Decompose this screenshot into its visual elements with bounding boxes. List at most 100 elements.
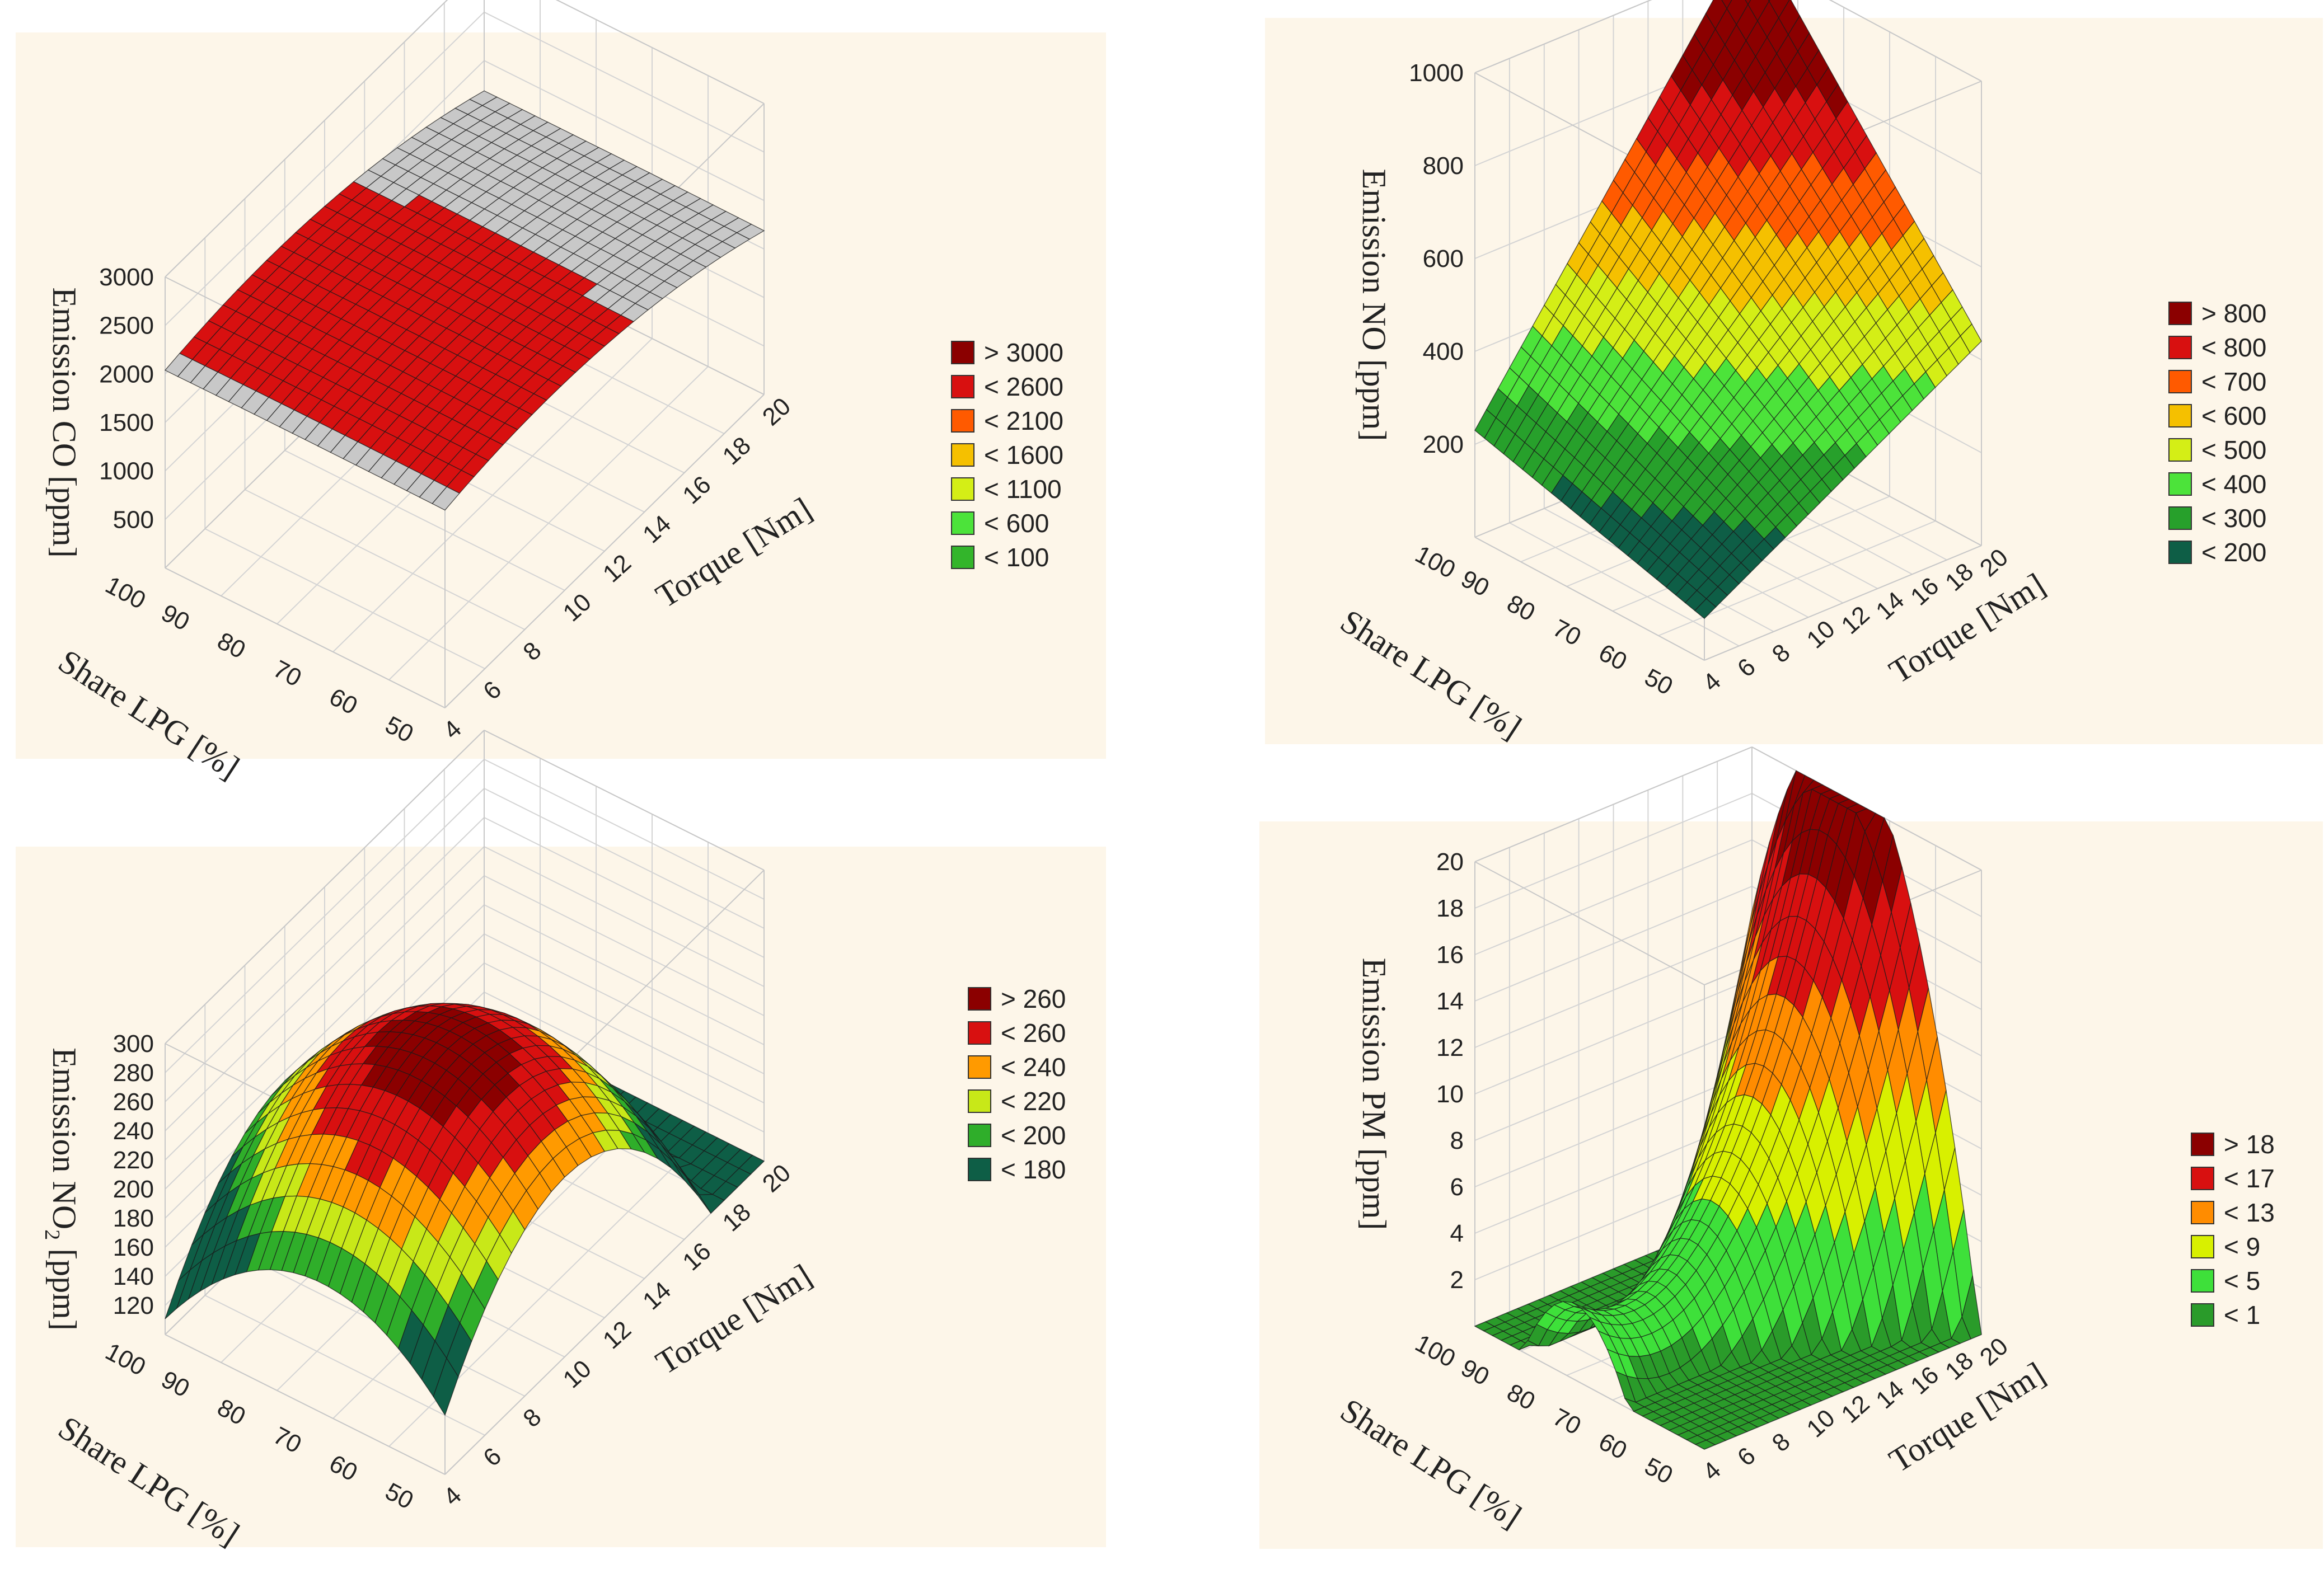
z-axis-title: Emission NO [ppm] (1356, 169, 1393, 441)
z-tick-label: 8 (1450, 1127, 1464, 1154)
z-tick-label: 2500 (99, 312, 154, 340)
legend: > 800 < 800 < 700 < 600 < 500 < 400 < 300 < 200 (2168, 299, 2266, 567)
z-tick-label: 6 (1450, 1173, 1464, 1201)
legend-label: > 260 (1001, 984, 1066, 1013)
legend-swatch (968, 1021, 991, 1045)
legend-label: < 9 (2224, 1232, 2260, 1261)
legend-label: < 200 (1001, 1121, 1066, 1150)
surface-mesh (165, 1003, 765, 1416)
chart-panel-no-emission: 4 6 8 1012141618205060708090100200400600800… (1265, 0, 2323, 746)
z-tick-label: 240 (113, 1117, 154, 1145)
legend-swatch (2168, 370, 2192, 393)
legend-swatch (2191, 1235, 2214, 1258)
z-tick-label: 140 (113, 1263, 154, 1290)
legend-label: < 5 (2224, 1266, 2260, 1295)
legend-swatch (2191, 1133, 2214, 1156)
legend-swatch (2168, 404, 2192, 428)
legend-swatch (2191, 1303, 2214, 1327)
legend-label: < 1600 (984, 440, 1063, 469)
z-tick-label: 3000 (99, 264, 154, 291)
legend-swatch (2191, 1269, 2214, 1293)
z-tick-label: 12 (1436, 1034, 1464, 1061)
legend-swatch (951, 443, 974, 467)
chart-panel-no2-emission: 4681012141618205060708090100120140160180… (16, 730, 1106, 1553)
legend-swatch (968, 1124, 991, 1147)
z-tick-label: 300 (113, 1030, 154, 1058)
z-tick-label: 14 (1436, 988, 1464, 1015)
z-tick-label: 20 (1436, 848, 1464, 876)
legend-swatch (2168, 541, 2192, 564)
legend-swatch (2168, 472, 2192, 496)
legend-label: < 500 (2201, 435, 2266, 464)
z-axis-title: Emission CO [ppm] (46, 287, 83, 557)
z-tick-label: 200 (1423, 431, 1464, 458)
legend-swatch (2168, 336, 2192, 359)
z-tick-label: 1000 (1409, 59, 1464, 87)
z-tick-label: 4 (1450, 1220, 1464, 1247)
legend-label: < 1 (2224, 1300, 2260, 1330)
z-axis-title: Emission PM [ppm] (1356, 958, 1393, 1230)
surface-mesh (1474, 770, 1982, 1450)
surface-cell (432, 486, 460, 511)
z-tick-label: 18 (1436, 895, 1464, 922)
legend-label: < 800 (2201, 333, 2266, 362)
legend-swatch (951, 375, 974, 398)
z-tick-label: 10 (1436, 1081, 1464, 1108)
legend-label: < 300 (2201, 504, 2266, 533)
z-tick-label: 16 (1436, 941, 1464, 969)
legend-label: < 17 (2224, 1164, 2275, 1193)
legend-label: < 1100 (984, 475, 1062, 504)
z-tick-label: 1000 (99, 458, 154, 485)
legend-swatch (968, 1089, 991, 1113)
surface-cell (1745, 0, 1751, 6)
z-tick-label: 260 (113, 1088, 154, 1116)
legend-swatch (951, 546, 974, 569)
legend: > 3000 < 2600 < 2100 < 1600 < 1100 < 600 < 100 (951, 338, 1063, 572)
legend: > 260 < 260 < 240 < 220 < 200 < 180 (968, 984, 1066, 1184)
z-axis-title: Emission NO2 [ppm] (40, 1047, 83, 1331)
legend-swatch (968, 1158, 991, 1181)
legend-swatch (2168, 506, 2192, 530)
z-axis-title-main: Emission PM [ppm] (1356, 958, 1393, 1230)
legend-label: > 18 (2224, 1130, 2275, 1159)
legend-swatch (968, 987, 991, 1011)
z-tick-label: 600 (1423, 245, 1464, 273)
panel-background (16, 847, 1106, 1547)
legend-label: < 180 (1001, 1155, 1066, 1184)
legend-label: > 800 (2201, 299, 2266, 328)
z-tick-label: 220 (113, 1147, 154, 1174)
legend-label: < 400 (2201, 469, 2266, 499)
z-axis-title-main: Emission NO (46, 1047, 83, 1229)
z-axis-title-unit: [ppm] (46, 1240, 83, 1331)
z-tick-label: 400 (1423, 338, 1464, 365)
surface-cell (1694, 598, 1717, 619)
z-tick-label: 280 (113, 1059, 154, 1087)
legend-label: < 600 (2201, 401, 2266, 430)
surface-cell (433, 1357, 459, 1416)
surface-mesh (1474, 0, 1982, 619)
legend-swatch (951, 477, 974, 501)
z-axis-title-main: Emission CO [ppm] (46, 287, 83, 557)
legend-label: < 100 (984, 543, 1049, 572)
z-tick-label: 160 (113, 1234, 154, 1261)
legend-label: < 200 (2201, 538, 2266, 567)
z-tick-label: 2000 (99, 360, 154, 388)
chart-panel-pm-emission: 4 6 8 1012141618205060708090100246810121416… (1259, 746, 2323, 1549)
legend-swatch (968, 1055, 991, 1079)
legend-swatch (2168, 302, 2192, 325)
z-axis-title-sub: 2 (40, 1229, 64, 1240)
legend-swatch (951, 409, 974, 433)
z-tick-label: 1500 (99, 409, 154, 436)
legend-label: < 600 (984, 509, 1049, 538)
legend-swatch (2168, 438, 2192, 462)
legend-label: < 220 (1001, 1087, 1066, 1116)
z-tick-label: 180 (113, 1205, 154, 1232)
z-tick-label: 800 (1423, 152, 1464, 180)
z-tick-label: 500 (113, 506, 154, 533)
z-tick-label: 2 (1450, 1266, 1464, 1294)
legend-swatch (2191, 1167, 2214, 1190)
z-tick-label: 120 (113, 1292, 154, 1319)
legend-swatch (951, 511, 974, 535)
z-axis-title-main: Emission NO [ppm] (1356, 169, 1393, 441)
surface-mesh (164, 90, 765, 511)
